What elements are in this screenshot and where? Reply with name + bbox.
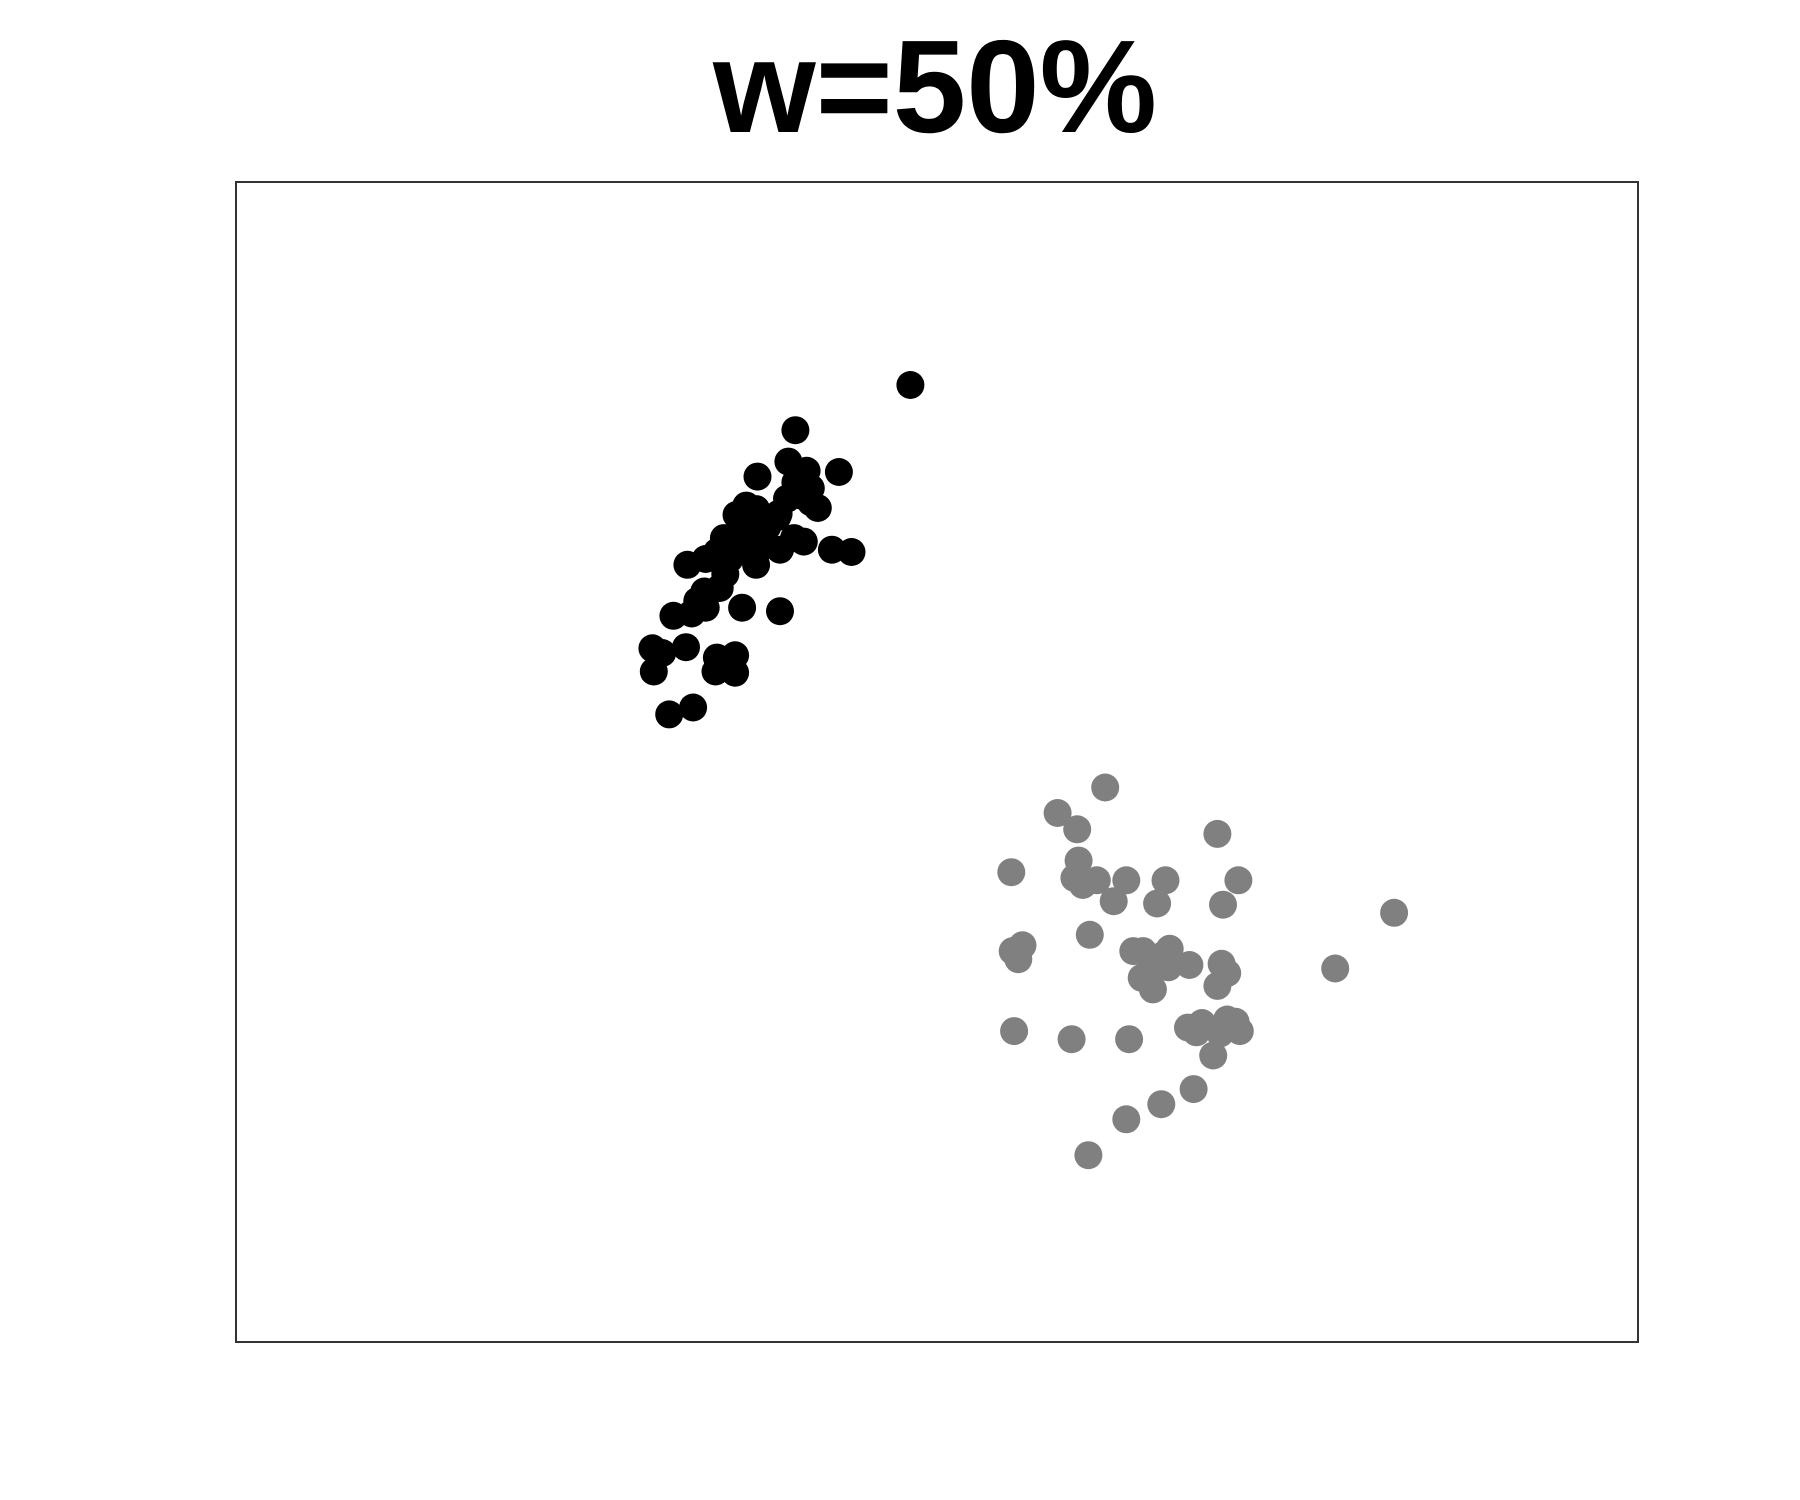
scatter-point-series-1-2: [781, 416, 810, 445]
scatter-point-series-1-32: [683, 586, 712, 615]
scatter-point-series-2-28: [1138, 975, 1167, 1004]
scatter-point-series-2-47: [1112, 1105, 1141, 1134]
scatter-point-series-2-3: [1063, 815, 1092, 844]
scatter-point-series-2-44: [1174, 1013, 1202, 1042]
scatter-point-series-2-4: [1203, 819, 1232, 848]
scatter-point-series-2-11: [1143, 889, 1172, 918]
scatter-point-series-1-54: [792, 456, 821, 485]
scatter-point-series-2-15: [1209, 890, 1237, 919]
scatter-point-series-1-53: [764, 499, 793, 528]
scatter-point-series-2-33: [1203, 971, 1232, 1000]
scatter-point-series-1-41: [655, 700, 684, 729]
scatter-point-series-1-43: [766, 597, 794, 626]
scatter-point-series-1-34: [672, 633, 700, 662]
scatter-point-series-2-39: [1206, 1019, 1235, 1048]
scatter-point-series-2-14: [1224, 866, 1253, 895]
scatter-point-series-1-1: [896, 371, 925, 399]
chart-title: w=50%: [712, 13, 1157, 160]
scatter-point-series-2-2: [1043, 799, 1072, 827]
scatter-point-series-1-51: [737, 511, 766, 540]
scatter-point-series-2-24: [1175, 951, 1204, 979]
scatter-point-series-1-28: [673, 550, 702, 579]
scatter-point-series-2-19: [1004, 945, 1033, 974]
scatter-point-series-2-41: [1000, 1017, 1029, 1046]
scatter-point-series-1-5: [743, 462, 772, 491]
scatter-point-series-2-16: [1380, 898, 1409, 927]
scatter-point-series-1-46: [824, 458, 853, 486]
scatter-point-series-2-48: [1074, 1141, 1103, 1170]
scatter-point-series-1-15: [789, 527, 818, 556]
scatter-point-series-2-20: [1075, 920, 1104, 949]
scatter-point-series-1-40: [639, 657, 668, 686]
plot-area-frame: [235, 181, 1639, 1343]
scatter-point-series-2-5: [997, 858, 1026, 887]
scatter-point-series-2-12: [1060, 864, 1089, 892]
scatter-point-series-1-30: [742, 550, 771, 579]
scatter-point-series-2-10: [1151, 866, 1180, 895]
scatter-point-series-2-8: [1082, 866, 1111, 895]
scatter-point-series-1-45: [837, 538, 866, 566]
scatter-point-series-2-42: [1057, 1025, 1086, 1054]
scatter-point-series-2-32: [1321, 954, 1350, 983]
scatter-point-series-2-40: [1199, 1041, 1228, 1070]
points-layer: [638, 371, 1409, 1170]
scatter-point-series-1-23: [659, 601, 688, 630]
scatter-point-series-1-42: [679, 693, 708, 722]
scatter-point-series-2-46: [1147, 1090, 1176, 1119]
scatter-point-series-1-27: [728, 593, 757, 622]
scatter-point-series-2-13: [1099, 887, 1128, 916]
scatter-point-series-1-38: [721, 658, 750, 687]
scatter-point-series-2-1: [1091, 773, 1120, 802]
scatter-point-series-2-9: [1112, 866, 1141, 895]
scatter-point-series-1-39: [638, 634, 667, 663]
scatter-point-series-2-45: [1179, 1075, 1208, 1104]
scatter-point-series-2-29: [1154, 953, 1183, 982]
scatter-point-series-2-43: [1115, 1025, 1144, 1054]
